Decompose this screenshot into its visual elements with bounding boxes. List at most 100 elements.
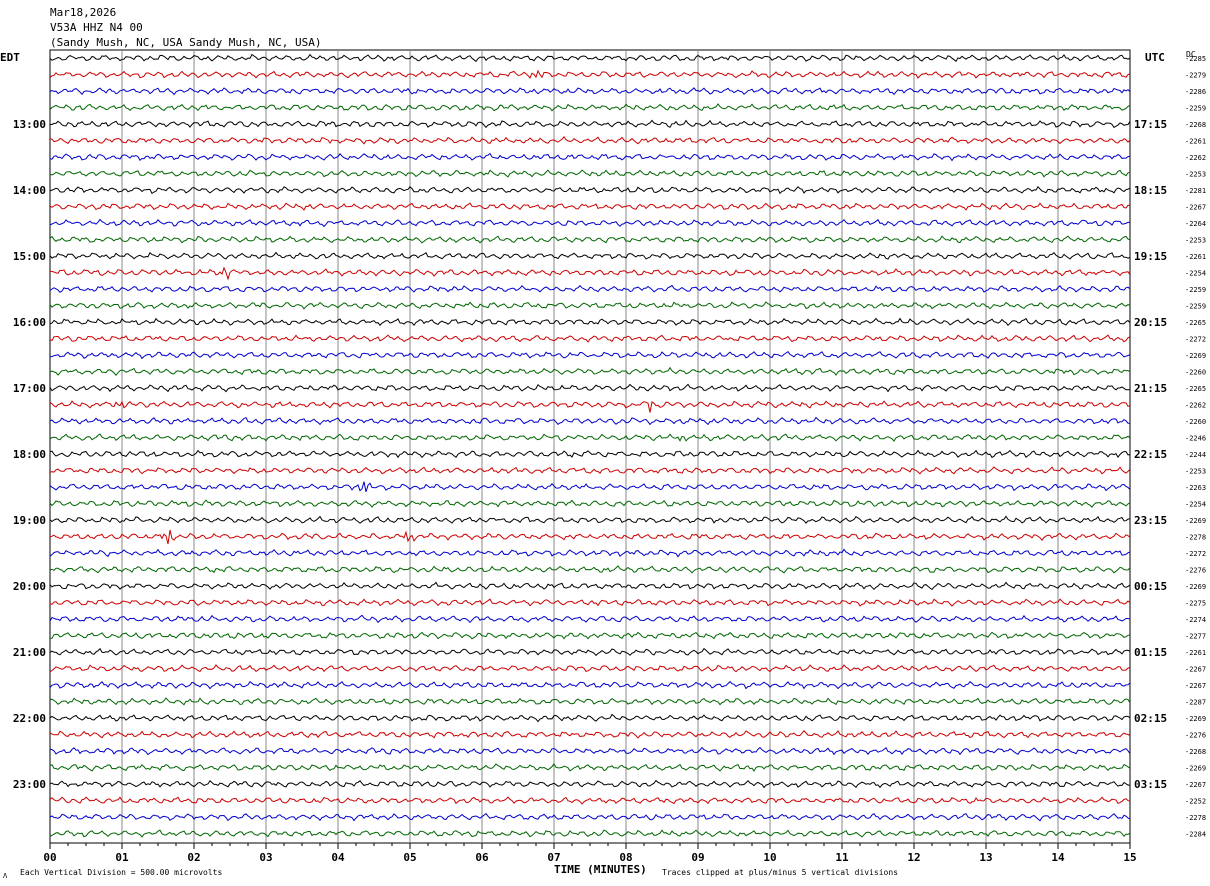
trace-line-7 bbox=[49, 169, 1131, 178]
trace-line-10 bbox=[49, 218, 1131, 228]
trace-line-22 bbox=[49, 416, 1131, 426]
dc-offset-19: -2260 bbox=[1185, 369, 1206, 377]
dc-offset-46: -2278 bbox=[1185, 814, 1206, 822]
dc-label: DC bbox=[1186, 50, 1196, 59]
x-axis-ticks: 00 01 02 03 04 05 06 07 08 09 10 11 12 13 14 15 bbox=[43, 843, 1137, 864]
dc-offset-36: -2261 bbox=[1185, 649, 1206, 657]
plot-frame bbox=[49, 49, 1131, 844]
trace-line-2 bbox=[49, 87, 1131, 96]
dc-offset-42: -2268 bbox=[1185, 748, 1206, 756]
x-tick-label-06: 06 bbox=[475, 851, 489, 864]
trace-line-34 bbox=[49, 614, 1131, 624]
trace-line-3 bbox=[49, 103, 1131, 112]
trace-line-46 bbox=[49, 812, 1131, 822]
trace-line-16 bbox=[49, 317, 1131, 327]
scale-note: Each Vertical Division = 500.00 microvol… bbox=[20, 868, 222, 877]
dc-offset-41: -2276 bbox=[1185, 732, 1206, 740]
trace-line-1 bbox=[49, 69, 1131, 79]
right-zone-label: UTC bbox=[1145, 51, 1165, 64]
right-hour-labels: 17:15 18:15 19:15 20:15 21:15 22:15 23:15 00:15… bbox=[1134, 118, 1167, 791]
trace-line-8 bbox=[49, 185, 1131, 195]
trace-line-17 bbox=[49, 334, 1131, 343]
trace-line-23 bbox=[49, 433, 1131, 442]
station-location: (Sandy Mush, NC, USA Sandy Mush, NC, USA… bbox=[50, 36, 322, 49]
x-axis-title: TIME (MINUTES) bbox=[554, 863, 647, 876]
dc-offset-5: -2261 bbox=[1185, 138, 1206, 146]
dc-offset-1: -2279 bbox=[1185, 72, 1206, 80]
dc-offset-16: -2265 bbox=[1185, 319, 1206, 327]
trace-line-29 bbox=[49, 529, 1131, 545]
trace-line-21 bbox=[49, 400, 1131, 413]
right-hour-label-0: 17:15 bbox=[1134, 118, 1167, 131]
dc-offset-11: -2253 bbox=[1185, 237, 1206, 245]
dc-offset-labels: -2285 -2279 -2286 -2259 -2268 -2261 -2262 -2253… bbox=[1185, 55, 1206, 839]
trace-line-28 bbox=[49, 515, 1131, 524]
x-tick-label-01: 01 bbox=[115, 851, 129, 864]
dc-offset-23: -2246 bbox=[1185, 435, 1206, 443]
dc-offset-26: -2263 bbox=[1185, 484, 1206, 492]
trace-group bbox=[49, 53, 1131, 838]
trace-line-15 bbox=[49, 301, 1131, 310]
x-tick-label-10: 10 bbox=[763, 851, 776, 864]
trace-line-32 bbox=[49, 581, 1131, 591]
dc-offset-27: -2254 bbox=[1185, 501, 1206, 509]
dc-offset-22: -2260 bbox=[1185, 418, 1206, 426]
dc-offset-6: -2262 bbox=[1185, 154, 1206, 162]
trace-line-37 bbox=[49, 664, 1131, 673]
left-hour-label-1: 14:00 bbox=[13, 184, 46, 197]
dc-offset-3: -2259 bbox=[1185, 105, 1206, 113]
x-tick-label-08: 08 bbox=[619, 851, 632, 864]
x-tick-label-15: 15 bbox=[1123, 851, 1136, 864]
trace-line-41 bbox=[49, 730, 1131, 739]
left-hour-label-7: 20:00 bbox=[13, 580, 46, 593]
x-tick-label-12: 12 bbox=[907, 851, 920, 864]
dc-offset-35: -2277 bbox=[1185, 633, 1206, 641]
dc-offset-30: -2272 bbox=[1185, 550, 1206, 558]
dc-offset-7: -2253 bbox=[1185, 171, 1206, 179]
trace-line-11 bbox=[49, 235, 1131, 244]
dc-offset-34: -2274 bbox=[1185, 616, 1206, 624]
trace-line-38 bbox=[49, 680, 1131, 690]
right-hour-label-6: 23:15 bbox=[1134, 514, 1167, 527]
dc-offset-13: -2254 bbox=[1185, 270, 1206, 278]
x-tick-label-09: 09 bbox=[691, 851, 704, 864]
left-hour-label-10: 23:00 bbox=[13, 778, 46, 791]
dc-offset-44: -2267 bbox=[1185, 781, 1206, 789]
dc-offset-32: -2269 bbox=[1185, 583, 1206, 591]
trace-line-43 bbox=[49, 763, 1131, 772]
dc-offset-4: -2268 bbox=[1185, 121, 1206, 129]
trace-line-42 bbox=[49, 746, 1131, 756]
dc-offset-40: -2269 bbox=[1185, 715, 1206, 723]
left-zone-label: EDT bbox=[0, 51, 20, 64]
trace-line-40 bbox=[49, 713, 1131, 723]
dc-offset-39: -2287 bbox=[1185, 699, 1206, 707]
trace-line-14 bbox=[49, 284, 1131, 293]
right-hour-label-3: 20:15 bbox=[1134, 316, 1167, 329]
x-tick-label-02: 02 bbox=[187, 851, 200, 864]
dc-offset-33: -2275 bbox=[1185, 600, 1206, 608]
right-hour-label-4: 21:15 bbox=[1134, 382, 1167, 395]
trace-line-26 bbox=[49, 481, 1131, 493]
trace-line-39 bbox=[49, 697, 1131, 706]
right-hour-label-10: 03:15 bbox=[1134, 778, 1167, 791]
x-tick-label-07: 07 bbox=[547, 851, 560, 864]
right-hour-label-1: 18:15 bbox=[1134, 184, 1167, 197]
x-tick-label-14: 14 bbox=[1051, 851, 1065, 864]
dc-offset-28: -2269 bbox=[1185, 517, 1206, 525]
trace-line-6 bbox=[49, 152, 1131, 162]
dc-offset-0: -2285 bbox=[1185, 55, 1206, 63]
dc-offset-47: -2284 bbox=[1185, 831, 1206, 839]
trace-line-24 bbox=[49, 449, 1131, 459]
minute-gridlines bbox=[121, 50, 1059, 843]
x-tick-label-04: 04 bbox=[331, 851, 345, 864]
right-hour-label-5: 22:15 bbox=[1134, 448, 1167, 461]
x-tick-label-03: 03 bbox=[259, 851, 272, 864]
trace-line-20 bbox=[49, 383, 1131, 393]
trace-line-45 bbox=[49, 796, 1131, 805]
trace-line-47 bbox=[49, 829, 1131, 838]
trace-line-35 bbox=[50, 631, 1131, 640]
right-hour-label-7: 00:15 bbox=[1134, 580, 1167, 593]
dc-offset-10: -2264 bbox=[1185, 220, 1206, 228]
dc-offset-29: -2278 bbox=[1185, 534, 1206, 542]
